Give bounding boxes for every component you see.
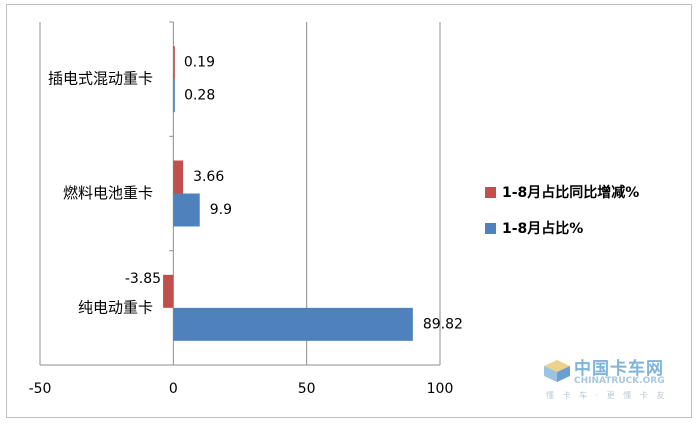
category-label-1: 燃料电池重卡 bbox=[63, 184, 153, 202]
watermark: 中国卡车网 CHINATRUCK.ORG 懂 卡 车 · 更 懂 卡 友 bbox=[540, 352, 670, 408]
data-label-1-0: 3.66 bbox=[193, 169, 224, 185]
legend-label-0: 1-8月占比同比增减% bbox=[502, 184, 639, 201]
watermark-logo-text: 中国卡车网 bbox=[574, 359, 664, 379]
legend-swatch-1 bbox=[485, 223, 496, 234]
tick-layer: -50 0 50 100 bbox=[29, 381, 454, 397]
watermark-logo-sub: CHINATRUCK.ORG bbox=[574, 376, 665, 386]
data-label-2-0: -3.85 bbox=[125, 271, 161, 287]
x-tick-label-0: -50 bbox=[29, 381, 52, 397]
category-label-2: 纯电动重卡 bbox=[78, 298, 153, 316]
data-label-layer: 0.19 0.28 3.66 9.9 -3.85 89.82 bbox=[125, 55, 463, 333]
chart-frame bbox=[6, 4, 692, 418]
watermark-tagline: 懂 卡 车 · 更 懂 卡 友 bbox=[546, 391, 668, 400]
bar-0-1 bbox=[173, 79, 175, 113]
legend-swatch-0 bbox=[485, 187, 496, 198]
data-label-2-1: 89.82 bbox=[423, 316, 463, 332]
bar-1-1 bbox=[173, 193, 200, 227]
bar-layer bbox=[163, 46, 413, 341]
x-tick-label-3: 100 bbox=[427, 381, 454, 397]
data-label-0-0: 0.19 bbox=[184, 55, 215, 71]
bar-1-0 bbox=[173, 160, 184, 194]
bar-0-0 bbox=[173, 46, 175, 80]
data-label-1-1: 9.9 bbox=[210, 202, 232, 218]
truck-icon bbox=[544, 360, 570, 382]
x-tick-label-2: 50 bbox=[298, 381, 316, 397]
bar-2-1 bbox=[173, 307, 413, 341]
legend: 1-8月占比同比增减% 1-8月占比% bbox=[485, 184, 639, 237]
legend-label-1: 1-8月占比% bbox=[502, 220, 583, 237]
bar-2-0 bbox=[163, 274, 174, 308]
category-label-0: 插电式混动重卡 bbox=[48, 70, 153, 88]
data-label-0-1: 0.28 bbox=[184, 88, 215, 104]
x-tick-label-1: 0 bbox=[169, 381, 178, 397]
